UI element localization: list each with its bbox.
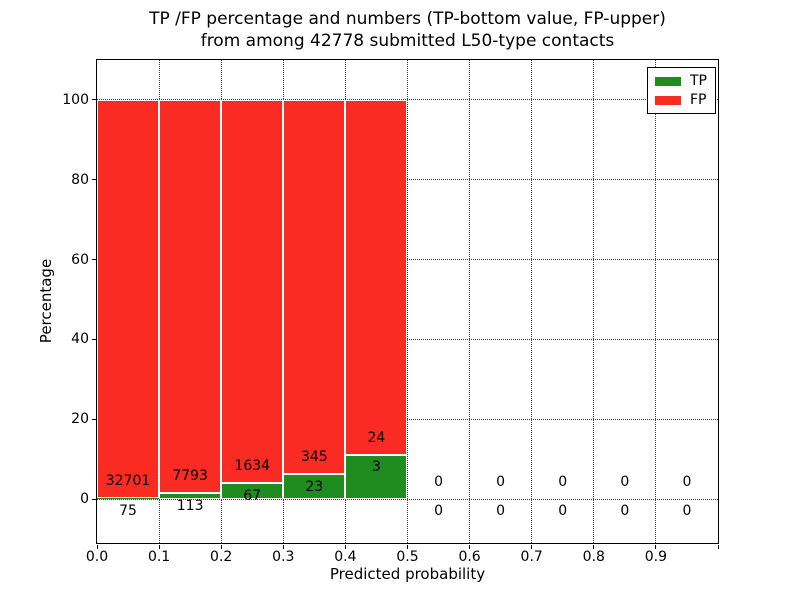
- x-tick-mark: [407, 544, 408, 549]
- x-tick-mark: [282, 544, 284, 549]
- legend-fp-swatch: [655, 95, 681, 105]
- x-tick-mark: [717, 544, 719, 549]
- x-tick-mark: [531, 544, 533, 549]
- fp-count-label: 1634: [234, 458, 271, 475]
- bar-fp-segment: [283, 99, 346, 475]
- legend-fp-label: FP: [690, 92, 707, 108]
- fp-count-label: 0: [620, 473, 630, 490]
- tp-count-label: 3: [371, 459, 381, 476]
- legend: TP FP: [647, 67, 716, 114]
- bar-fp-segment: [159, 99, 222, 494]
- y-tick-label: 0: [80, 491, 89, 508]
- x-tick-mark: [220, 544, 222, 549]
- x-tick-mark: [344, 544, 346, 549]
- y-tick-mark: [91, 259, 96, 261]
- tp-count-label: 0: [558, 503, 568, 520]
- x-tick-mark: [96, 544, 98, 549]
- x-tick-label: 0.1: [147, 549, 171, 565]
- x-tick-label: 0.7: [520, 549, 543, 565]
- bar-tp-segment: [97, 497, 160, 500]
- fp-count-label: 0: [558, 473, 568, 490]
- fp-count-label: 24: [367, 429, 386, 446]
- tp-count-label: 0: [434, 503, 443, 520]
- bar-fp-segment: [345, 99, 408, 455]
- legend-tp-swatch: [655, 76, 681, 86]
- tp-count-label: 0: [620, 503, 630, 520]
- tp-count-label: 0: [496, 503, 506, 520]
- gridline-y-20: [97, 418, 718, 420]
- x-tick-mark: [593, 544, 595, 549]
- x-tick-label: 0.9: [644, 549, 668, 565]
- y-tick-label: 60: [71, 251, 89, 268]
- x-tick-label: 0.6: [458, 549, 481, 565]
- y-tick-label: 80: [71, 171, 89, 188]
- y-tick-label: 20: [71, 411, 89, 428]
- gridline-y-80: [97, 179, 718, 181]
- tp-count-label: 23: [305, 478, 324, 495]
- plot-inner: 32701 75 7793 113 1634 67 345 23 24 3 0 0 0 0 0 0 0 0 0 0: [97, 60, 718, 543]
- tp-count-label: 0: [682, 503, 692, 520]
- gridline-x-0.8: [593, 60, 595, 543]
- legend-tp-label: TP: [690, 73, 707, 89]
- y-tick-mark: [91, 99, 96, 101]
- y-tick-label: 40: [71, 331, 89, 348]
- bar-fp-segment: [221, 99, 284, 484]
- gridline-x-0.5: [407, 60, 408, 543]
- fp-count-label: 345: [300, 448, 328, 465]
- tp-count-label: 67: [243, 487, 262, 504]
- y-tick-label: 100: [62, 91, 89, 108]
- tp-count-label: 113: [176, 497, 204, 514]
- x-tick-label: 0.3: [272, 549, 295, 565]
- legend-row-fp: FP: [655, 92, 715, 108]
- y-tick-mark: [91, 498, 96, 500]
- x-tick-mark: [469, 544, 471, 549]
- x-tick-label: 0.2: [210, 549, 233, 565]
- gridline-x-0.9: [655, 60, 657, 543]
- fp-count-label: 0: [434, 473, 443, 490]
- x-axis-label: Predicted probability: [329, 565, 486, 583]
- fp-count-label: 7793: [172, 468, 208, 485]
- gridline-y-0: [97, 498, 718, 500]
- fp-count-label: 0: [496, 473, 506, 490]
- y-tick-mark: [91, 418, 96, 420]
- x-tick-mark: [655, 544, 657, 549]
- gridline-y-60: [97, 259, 718, 261]
- gridline-y-40: [97, 338, 718, 340]
- tp-count-label: 75: [119, 502, 137, 519]
- gridline-x-0.7: [531, 60, 533, 543]
- x-tick-label: 0.8: [582, 549, 605, 565]
- y-tick-mark: [91, 179, 96, 181]
- y-tick-mark: [91, 338, 96, 340]
- gridline-y-100: [97, 99, 718, 101]
- x-tick-label: 0.0: [85, 549, 109, 565]
- gridline-x-0.6: [469, 60, 471, 543]
- legend-row-tp: TP: [655, 73, 715, 89]
- x-tick-mark: [158, 544, 160, 549]
- bar-tp-segment: [345, 454, 408, 500]
- plot-area: 32701 75 7793 113 1634 67 345 23 24 3 0 0 0 0 0 0 0 0 0 0: [96, 59, 719, 544]
- chart-title-line2: from among 42778 submitted L50-type cont…: [200, 31, 615, 51]
- bar-fp-segment: [97, 99, 160, 499]
- fp-count-label: 0: [682, 473, 692, 490]
- chart-title-line1: TP /FP percentage and numbers (TP-bottom…: [149, 9, 666, 29]
- x-tick-label: 0.5: [396, 549, 419, 565]
- fp-count-label: 32701: [105, 473, 151, 489]
- x-tick-label: 0.4: [334, 549, 357, 565]
